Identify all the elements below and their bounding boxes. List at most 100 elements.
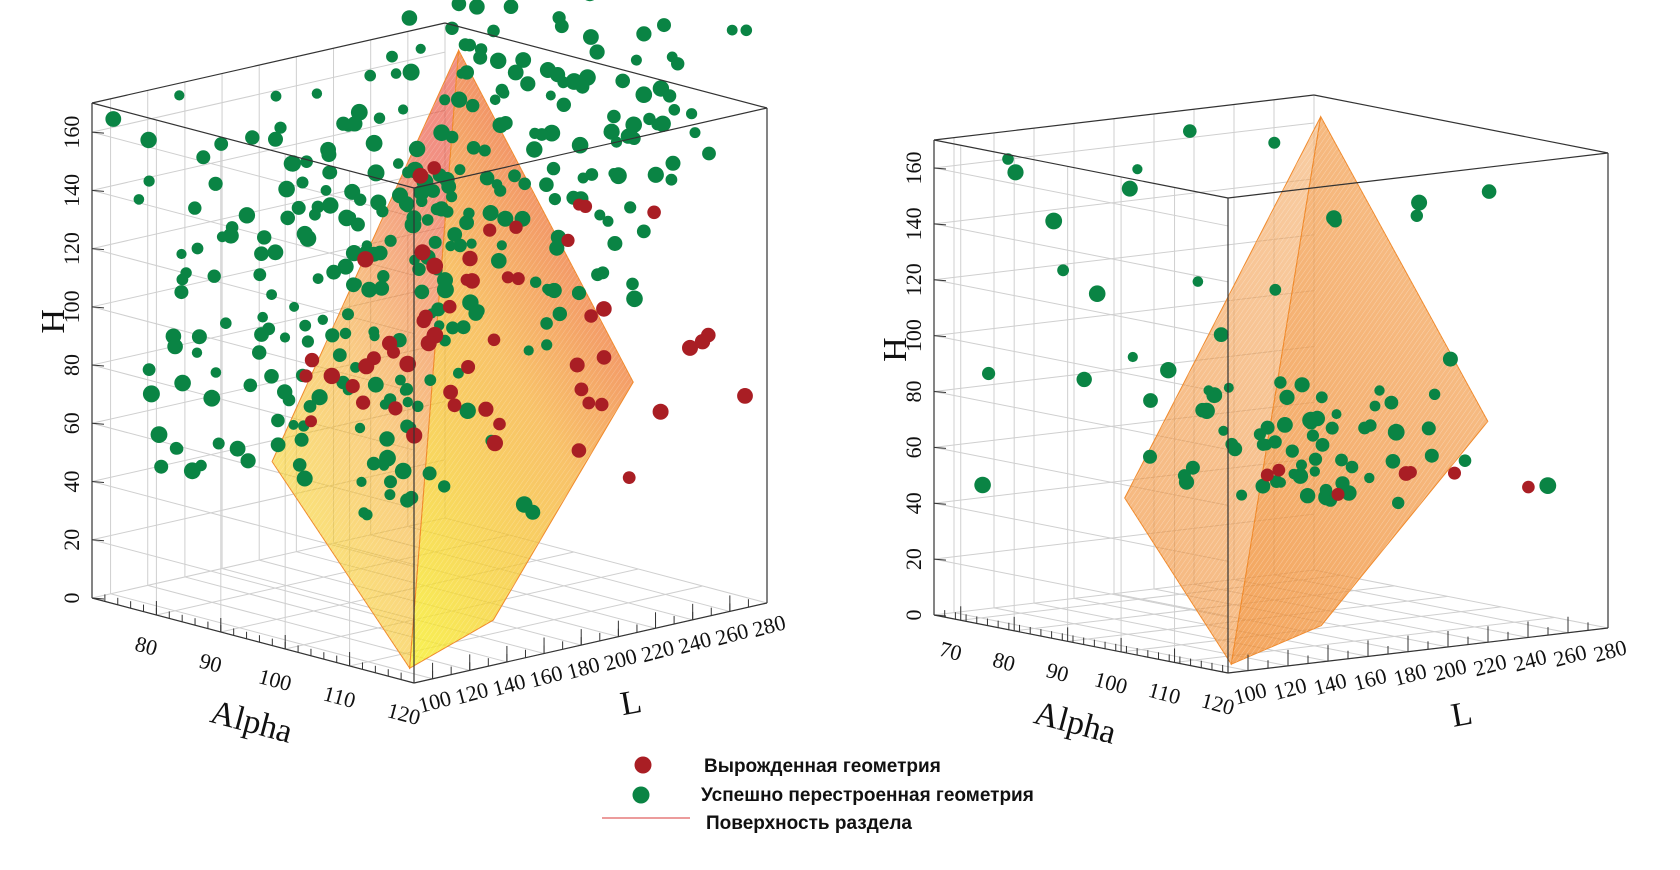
data-point-rebuilt bbox=[323, 165, 338, 180]
data-point-degenerate bbox=[412, 167, 429, 184]
data-point-rebuilt bbox=[1442, 351, 1458, 367]
h-tick bbox=[933, 223, 947, 226]
data-point-rebuilt bbox=[1277, 417, 1293, 433]
data-point-rebuilt bbox=[402, 166, 414, 179]
data-point-rebuilt bbox=[654, 115, 671, 132]
data-point-rebuilt bbox=[415, 43, 426, 54]
data-point-rebuilt bbox=[1421, 421, 1436, 436]
data-point-rebuilt bbox=[174, 374, 191, 392]
data-point-degenerate bbox=[1331, 487, 1345, 501]
data-point-rebuilt bbox=[238, 207, 256, 224]
data-point-degenerate bbox=[323, 367, 340, 385]
left-3d-plot: 0204060801001201401608090100110120100120… bbox=[35, 0, 788, 751]
data-point-rebuilt bbox=[212, 437, 225, 450]
data-point-rebuilt bbox=[1088, 285, 1106, 303]
data-point-rebuilt bbox=[602, 215, 614, 227]
data-point-rebuilt bbox=[191, 242, 204, 255]
data-point-rebuilt bbox=[1268, 136, 1281, 149]
alpha-tick-label: 70 bbox=[937, 636, 965, 666]
data-point-rebuilt bbox=[1369, 400, 1381, 412]
l-tick-label: 260 bbox=[713, 618, 751, 651]
data-point-rebuilt bbox=[431, 302, 446, 317]
alpha-tick-label: 110 bbox=[1146, 677, 1184, 709]
data-point-rebuilt bbox=[366, 456, 381, 471]
data-point-rebuilt bbox=[347, 116, 363, 132]
data-point-rebuilt bbox=[288, 419, 299, 430]
data-point-degenerate bbox=[1272, 463, 1286, 477]
data-point-rebuilt bbox=[451, 91, 468, 108]
data-point-rebuilt bbox=[378, 460, 390, 471]
data-point-rebuilt bbox=[1539, 477, 1557, 494]
data-point-rebuilt bbox=[245, 130, 260, 145]
data-point-rebuilt bbox=[350, 217, 365, 232]
h-tick-label: 120 bbox=[901, 263, 926, 296]
data-point-rebuilt bbox=[463, 207, 475, 219]
grid-line bbox=[933, 335, 1229, 395]
data-point-rebuilt bbox=[647, 166, 664, 183]
data-point-rebuilt bbox=[1331, 409, 1342, 420]
data-point-rebuilt bbox=[386, 50, 398, 63]
data-point-degenerate bbox=[1398, 466, 1414, 481]
data-point-rebuilt bbox=[445, 21, 459, 35]
data-point-degenerate bbox=[582, 396, 596, 410]
data-point-rebuilt bbox=[384, 475, 397, 489]
data-point-rebuilt bbox=[428, 235, 442, 249]
alpha-tick-label: 80 bbox=[990, 647, 1018, 677]
data-point-rebuilt bbox=[557, 76, 570, 89]
data-point-rebuilt bbox=[336, 116, 351, 131]
data-point-degenerate bbox=[387, 345, 400, 359]
alpha-tick-label: 120 bbox=[1199, 687, 1237, 720]
data-point-degenerate bbox=[462, 250, 478, 267]
data-point-rebuilt bbox=[591, 268, 604, 282]
data-point-rebuilt bbox=[1274, 376, 1287, 389]
data-point-rebuilt bbox=[395, 374, 406, 386]
data-point-rebuilt bbox=[1255, 478, 1271, 494]
data-point-rebuilt bbox=[1192, 276, 1204, 287]
data-point-rebuilt bbox=[140, 131, 157, 149]
data-point-rebuilt bbox=[1279, 389, 1295, 405]
legend-marker-degenerate bbox=[634, 756, 652, 774]
data-point-rebuilt bbox=[289, 301, 300, 312]
data-point-rebuilt bbox=[1309, 466, 1321, 477]
data-point-rebuilt bbox=[1132, 164, 1143, 175]
data-point-rebuilt bbox=[539, 177, 554, 192]
data-point-degenerate bbox=[561, 233, 575, 247]
data-point-degenerate bbox=[596, 350, 612, 365]
data-point-rebuilt bbox=[1304, 416, 1318, 430]
data-point-rebuilt bbox=[702, 146, 716, 161]
data-point-rebuilt bbox=[240, 453, 256, 469]
data-point-degenerate bbox=[571, 443, 587, 458]
data-point-rebuilt bbox=[384, 234, 397, 247]
data-point-rebuilt bbox=[1374, 385, 1385, 396]
data-point-rebuilt bbox=[354, 422, 366, 434]
data-point-degenerate bbox=[416, 313, 431, 329]
data-point-rebuilt bbox=[393, 158, 404, 169]
l-tick-label: 140 bbox=[490, 668, 528, 701]
data-point-degenerate bbox=[1522, 480, 1535, 494]
data-point-rebuilt bbox=[332, 348, 347, 362]
data-point-degenerate bbox=[584, 309, 598, 323]
data-point-rebuilt bbox=[203, 389, 221, 407]
h-tick bbox=[91, 539, 105, 542]
data-point-rebuilt bbox=[1345, 460, 1359, 474]
alpha-tick-label: 90 bbox=[197, 648, 225, 678]
data-point-rebuilt bbox=[686, 108, 698, 120]
box-edge bbox=[1313, 94, 1609, 154]
h-tick bbox=[91, 131, 105, 134]
data-point-rebuilt bbox=[384, 489, 396, 501]
data-point-rebuilt bbox=[459, 402, 476, 419]
data-point-degenerate bbox=[442, 299, 457, 314]
l-tick-label: 220 bbox=[1471, 649, 1509, 682]
data-point-rebuilt bbox=[309, 208, 321, 221]
h-tick bbox=[91, 481, 105, 484]
data-point-rebuilt bbox=[257, 230, 272, 245]
data-point-rebuilt bbox=[408, 140, 426, 158]
data-point-rebuilt bbox=[280, 210, 296, 226]
data-point-rebuilt bbox=[1392, 496, 1405, 510]
data-point-rebuilt bbox=[1315, 438, 1330, 452]
data-point-rebuilt bbox=[665, 155, 681, 171]
data-point-rebuilt bbox=[1341, 485, 1357, 501]
l-tick-label: 160 bbox=[527, 660, 565, 693]
data-point-rebuilt bbox=[174, 285, 189, 300]
